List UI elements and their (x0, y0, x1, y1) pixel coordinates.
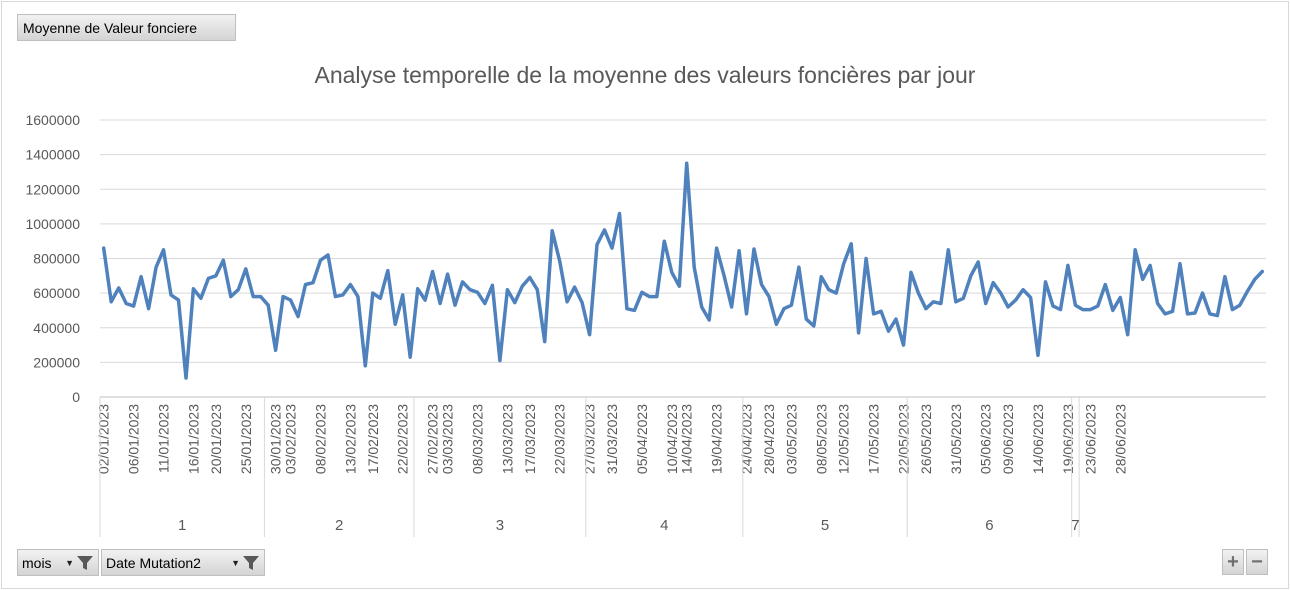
month-group-label: 3 (496, 517, 504, 534)
x-tick-label: 08/03/2023 (469, 404, 485, 474)
y-tick-label: 800000 (33, 251, 80, 267)
x-tick-label: 03/02/2023 (283, 404, 299, 474)
month-group-label: 6 (985, 517, 993, 534)
x-tick-label: 16/01/2023 (185, 404, 201, 474)
x-tick-label: 25/01/2023 (238, 404, 254, 474)
x-tick-label: 03/03/2023 (440, 404, 456, 474)
chart-title: Analyse temporelle de la moyenne des val… (314, 62, 976, 88)
x-tick-label: 09/06/2023 (1000, 404, 1016, 474)
x-tick-label: 14/06/2023 (1030, 404, 1046, 474)
x-tick-label: 03/05/2023 (783, 404, 799, 474)
collapse-button[interactable]: − (1246, 549, 1268, 575)
x-tick-label: 17/02/2023 (365, 404, 381, 474)
month-group-label: 1 (178, 517, 186, 534)
x-tick-label: 28/06/2023 (1112, 404, 1128, 474)
month-group-label: 4 (660, 517, 668, 534)
x-tick-label: 08/05/2023 (813, 404, 829, 474)
mois-field-label: mois (22, 554, 52, 571)
x-tick-label: 31/05/2023 (948, 404, 964, 474)
month-group-label: 5 (821, 517, 829, 534)
value-field-label: Moyenne de Valeur fonciere (23, 19, 198, 36)
x-tick-label: 02/01/2023 (96, 404, 112, 474)
x-tick-label: 26/05/2023 (918, 404, 934, 474)
x-tick-label: 08/02/2023 (312, 404, 328, 474)
mois-field-button[interactable]: mois ▼ (17, 549, 99, 576)
x-tick-label: 27/03/2023 (582, 404, 598, 474)
x-tick-label: 14/04/2023 (679, 404, 695, 474)
x-tick-label: 17/03/2023 (522, 404, 538, 474)
x-tick-label: 17/05/2023 (866, 404, 882, 474)
x-tick-label: 06/01/2023 (126, 404, 142, 474)
y-tick-label: 1200000 (25, 181, 80, 197)
x-tick-label: 11/01/2023 (156, 404, 172, 473)
funnel-icon (243, 555, 259, 570)
x-tick-label: 30/01/2023 (268, 404, 284, 474)
x-tick-label: 10/04/2023 (664, 404, 680, 474)
x-tick-label: 19/04/2023 (709, 404, 725, 474)
date-mutation-field-button[interactable]: Date Mutation2 ▼ (101, 549, 265, 576)
x-tick-label: 31/03/2023 (604, 404, 620, 474)
y-tick-label: 200000 (33, 354, 80, 370)
value-field-button[interactable]: Moyenne de Valeur fonciere (17, 14, 236, 41)
y-tick-label: 1000000 (25, 216, 80, 232)
x-tick-label: 24/04/2023 (739, 404, 755, 474)
y-tick-label: 600000 (33, 285, 80, 301)
x-tick-label: 20/01/2023 (208, 404, 224, 474)
series-line (101, 161, 1265, 380)
x-tick-label: 22/03/2023 (552, 404, 568, 474)
y-tick-label: 400000 (33, 320, 80, 336)
x-tick-label: 13/03/2023 (499, 404, 515, 474)
x-tick-label: 05/04/2023 (634, 404, 650, 474)
month-group-label: 7 (1071, 517, 1079, 534)
expand-button[interactable]: + (1222, 549, 1244, 575)
month-group-label: 2 (335, 517, 343, 534)
y-tick-label: 1600000 (25, 112, 80, 128)
dropdown-arrow-icon: ▼ (65, 557, 74, 568)
x-tick-label: 12/05/2023 (836, 404, 852, 474)
x-tick-label: 28/04/2023 (761, 404, 777, 474)
x-tick-label: 27/02/2023 (425, 404, 441, 474)
x-tick-label: 13/02/2023 (342, 404, 358, 474)
dropdown-arrow-icon: ▼ (231, 557, 240, 568)
date-mutation-field-label: Date Mutation2 (106, 554, 201, 571)
x-tick-label: 05/06/2023 (978, 404, 994, 474)
x-tick-label: 19/06/2023 (1060, 404, 1076, 474)
funnel-icon (77, 555, 93, 570)
x-tick-label: 23/06/2023 (1082, 404, 1098, 474)
x-tick-label: 22/02/2023 (395, 404, 411, 474)
y-tick-label: 0 (72, 389, 80, 405)
x-tick-label: 22/05/2023 (895, 404, 911, 474)
y-tick-label: 1400000 (25, 147, 80, 163)
